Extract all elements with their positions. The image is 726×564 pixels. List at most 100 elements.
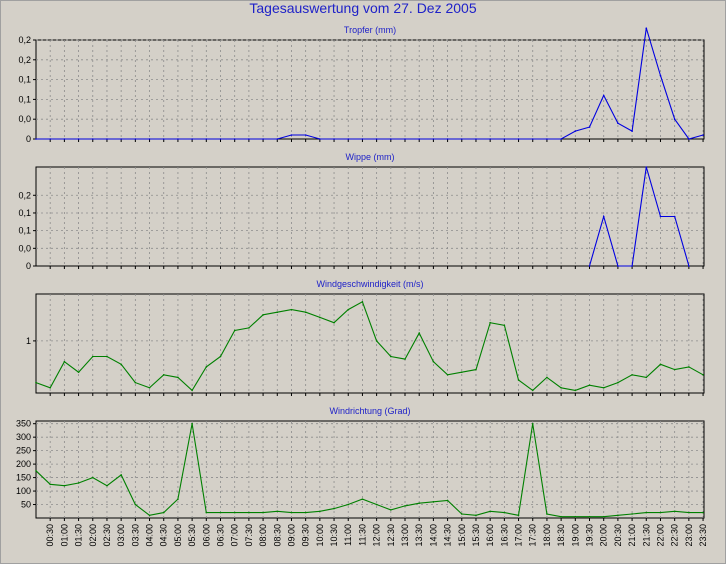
- data-point: [418, 138, 421, 140]
- series-line: [35, 301, 704, 392]
- data-point: [333, 507, 335, 510]
- x-tick-label: 12:30: [386, 524, 396, 547]
- data-point: [475, 368, 477, 371]
- data-point: [560, 515, 562, 518]
- data-point: [702, 511, 704, 514]
- x-tick-label: 06:00: [201, 524, 211, 547]
- data-point: [233, 511, 236, 514]
- data-point: [390, 509, 392, 511]
- data-point: [91, 476, 94, 479]
- x-tick-label: 10:00: [315, 524, 325, 547]
- data-point: [219, 511, 222, 514]
- x-tick-label: 22:30: [670, 524, 680, 547]
- data-point: [673, 118, 676, 120]
- data-point: [106, 484, 108, 487]
- data-point: [177, 376, 179, 379]
- data-point: [148, 386, 151, 389]
- x-tick-label: 19:30: [585, 524, 595, 547]
- data-point: [35, 138, 37, 140]
- data-point: [418, 502, 421, 504]
- data-point: [191, 389, 193, 392]
- y-tick-label: 200: [16, 459, 31, 469]
- x-tick-label: 06:30: [216, 524, 226, 547]
- data-point: [63, 484, 66, 487]
- data-point: [489, 138, 491, 140]
- data-point: [460, 513, 463, 515]
- data-point: [404, 358, 406, 360]
- x-tick-label: 22:00: [655, 524, 665, 547]
- data-point: [120, 138, 122, 140]
- data-point: [49, 483, 51, 486]
- data-point: [134, 381, 137, 384]
- data-point: [489, 321, 491, 324]
- data-point: [574, 389, 577, 392]
- data-point: [262, 314, 264, 316]
- data-point: [659, 74, 662, 77]
- data-point: [645, 511, 648, 514]
- data-point: [659, 215, 662, 218]
- x-tick-label: 15:30: [471, 524, 481, 547]
- data-point: [503, 138, 506, 140]
- x-tick-label: 23:00: [684, 524, 694, 547]
- data-point: [631, 265, 633, 267]
- data-point: [77, 138, 80, 140]
- data-point: [659, 363, 662, 366]
- y-tick-label: 0,1: [18, 208, 31, 218]
- data-point: [546, 138, 548, 140]
- data-point: [347, 308, 350, 311]
- x-tick-label: 04:30: [159, 524, 169, 547]
- data-point: [503, 511, 506, 514]
- data-point: [531, 138, 534, 140]
- data-point: [702, 134, 704, 136]
- x-tick-label: 09:30: [301, 524, 311, 547]
- x-tick-label: 15:00: [457, 524, 467, 547]
- y-tick-label: 0,2: [18, 55, 31, 65]
- data-point: [688, 366, 690, 368]
- data-point: [574, 130, 577, 132]
- x-tick-label: 18:00: [542, 524, 552, 547]
- data-point: [446, 499, 449, 502]
- data-point: [290, 511, 293, 514]
- data-point: [460, 138, 463, 140]
- data-point: [347, 138, 350, 140]
- x-tick-label: 07:30: [244, 524, 254, 547]
- data-point: [120, 363, 122, 366]
- data-point: [120, 474, 122, 476]
- data-point: [688, 511, 690, 514]
- data-point: [49, 386, 51, 389]
- x-tick-label: 04:00: [145, 524, 155, 547]
- data-point: [63, 360, 66, 363]
- data-point: [503, 324, 506, 327]
- data-point: [375, 340, 378, 342]
- data-point: [617, 265, 619, 267]
- data-point: [361, 498, 364, 500]
- x-tick-label: 21:30: [641, 524, 651, 547]
- data-point: [205, 366, 208, 368]
- data-point: [390, 355, 392, 358]
- plot-area: [35, 420, 705, 519]
- x-tick-label: 03:00: [116, 524, 126, 547]
- data-point: [602, 386, 605, 389]
- data-point: [134, 503, 137, 506]
- data-point: [319, 316, 321, 319]
- x-tick-label: 16:00: [485, 524, 495, 547]
- data-point: [162, 511, 165, 514]
- data-point: [432, 501, 435, 503]
- data-point: [432, 138, 435, 140]
- x-tick-label: 00:30: [45, 524, 55, 547]
- series-line: [36, 27, 704, 140]
- data-point: [475, 514, 477, 517]
- data-point: [276, 311, 279, 314]
- data-point: [688, 138, 690, 140]
- x-tick-label: 13:00: [400, 524, 410, 547]
- data-point: [588, 384, 591, 386]
- data-point: [631, 513, 633, 515]
- data-point: [248, 138, 250, 140]
- data-point: [602, 94, 605, 97]
- x-tick-label: 01:00: [59, 524, 69, 547]
- data-point: [673, 368, 676, 371]
- data-point: [588, 126, 591, 128]
- data-point: [361, 301, 364, 303]
- data-point: [276, 510, 279, 513]
- x-tick-label: 16:30: [499, 524, 509, 547]
